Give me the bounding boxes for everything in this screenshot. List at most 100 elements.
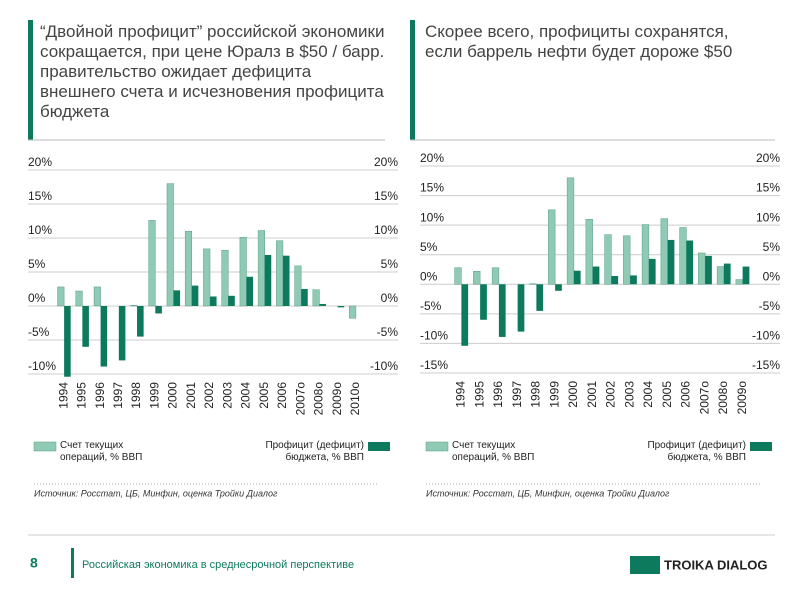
y2-tick-label: -10% xyxy=(752,329,780,343)
bar xyxy=(536,284,544,311)
x-tick-label: 1999 xyxy=(147,382,161,409)
legend-swatch xyxy=(33,441,57,452)
bar xyxy=(529,283,537,285)
bar xyxy=(100,306,108,367)
x-tick-label: 2007о xyxy=(293,382,307,416)
x-tick-label: 1998 xyxy=(129,382,143,409)
y-tick-label: -10% xyxy=(420,329,448,343)
x-tick-label: 2006 xyxy=(275,382,289,409)
bar xyxy=(716,266,725,285)
legend-label-box: Счет текущих операций, % ВВП xyxy=(452,440,535,463)
legend-swatch xyxy=(425,441,449,452)
bar xyxy=(337,306,345,308)
accent-bar xyxy=(410,20,415,140)
x-tick-label: 2008о xyxy=(312,382,326,416)
bar xyxy=(166,183,174,307)
legend-label: Счет текущих операций, % ВВП xyxy=(60,440,143,463)
logo-mark xyxy=(630,556,660,574)
bar xyxy=(623,235,631,285)
y2-tick-label: 20% xyxy=(374,155,398,169)
bar xyxy=(57,286,65,307)
bar xyxy=(228,295,235,306)
bar xyxy=(566,177,575,285)
legend-swatch xyxy=(368,442,390,451)
bar xyxy=(64,306,71,377)
y2-tick-label: -5% xyxy=(759,299,781,313)
bar xyxy=(686,240,694,285)
y2-tick-label: -15% xyxy=(752,358,780,372)
bar xyxy=(191,285,199,306)
page-number: 8 xyxy=(30,555,38,571)
chart-title: “Двойной профицит” российской экономики … xyxy=(40,22,385,121)
x-tick-label: 1999 xyxy=(547,381,561,408)
y2-tick-label: 10% xyxy=(374,223,398,237)
bar xyxy=(648,258,656,285)
bar xyxy=(555,284,562,291)
y-tick-label: 15% xyxy=(28,189,52,203)
x-tick-label: 2006 xyxy=(679,381,693,408)
bar xyxy=(611,276,619,285)
bar xyxy=(517,284,525,332)
bar xyxy=(282,255,290,306)
x-tick-label: 2005 xyxy=(660,381,674,408)
logo: TROIKA DIALOG xyxy=(664,557,768,572)
bar xyxy=(319,303,326,306)
bar xyxy=(246,276,254,306)
y-tick-label: 0% xyxy=(28,291,46,305)
bar xyxy=(155,306,162,314)
y2-tick-label: 10% xyxy=(756,210,780,224)
bar xyxy=(203,248,211,307)
x-tick-label: 1998 xyxy=(529,381,543,408)
bar xyxy=(130,305,138,307)
chart-title: Скорее всего, профициты сохранятся, если… xyxy=(425,22,733,61)
x-tick-label: 1994 xyxy=(56,382,70,409)
accent-bar xyxy=(71,548,74,578)
legend-label-box: Профицит (дефицит) бюджета, % ВВП xyxy=(647,440,746,463)
bar xyxy=(735,279,743,285)
bar xyxy=(210,296,217,306)
bar xyxy=(93,286,101,307)
x-tick-label: 2007о xyxy=(697,381,711,415)
x-tick-label: 1996 xyxy=(93,382,107,409)
legend-label: Счет текущих операций, % ВВП xyxy=(452,440,535,463)
bar xyxy=(294,265,302,307)
y-tick-label: -15% xyxy=(420,358,448,372)
bar xyxy=(585,218,593,285)
accent-bar xyxy=(28,20,33,140)
bar xyxy=(221,249,229,307)
x-tick-label: 2009о xyxy=(735,381,749,415)
y-tick-label: 0% xyxy=(420,269,438,283)
y-tick-label: 15% xyxy=(420,181,444,195)
bar xyxy=(480,284,487,320)
legend-label: Профицит (дефицит) бюджета, % ВВП xyxy=(265,440,364,463)
bar xyxy=(573,270,581,285)
x-tick-label: 2009о xyxy=(330,382,344,416)
legend-label-box: Профицит (дефицит) бюджета, % ВВП xyxy=(265,440,364,463)
legend-label: Профицит (дефицит) бюджета, % ВВП xyxy=(647,440,746,463)
bar xyxy=(276,240,284,307)
bar xyxy=(592,266,600,285)
y2-tick-label: 0% xyxy=(381,291,399,305)
y2-tick-label: -10% xyxy=(370,359,398,373)
bar xyxy=(184,230,193,307)
y-tick-label: -5% xyxy=(28,325,50,339)
legend-swatch xyxy=(750,442,772,451)
y-tick-label: 5% xyxy=(420,240,438,254)
bar xyxy=(118,306,126,361)
x-tick-label: 2002 xyxy=(202,382,216,409)
y-tick-label: -10% xyxy=(28,359,56,373)
bar xyxy=(461,284,469,346)
bar xyxy=(137,306,144,337)
bar xyxy=(75,290,83,307)
y-tick-label: 5% xyxy=(28,257,46,271)
bar xyxy=(264,255,272,306)
bar xyxy=(660,218,668,285)
bar xyxy=(641,224,650,285)
bar xyxy=(667,239,675,285)
bar xyxy=(349,305,357,319)
bar xyxy=(148,220,156,307)
bar xyxy=(698,252,706,285)
y2-tick-label: 15% xyxy=(374,189,398,203)
x-tick-label: 2004 xyxy=(641,381,655,408)
